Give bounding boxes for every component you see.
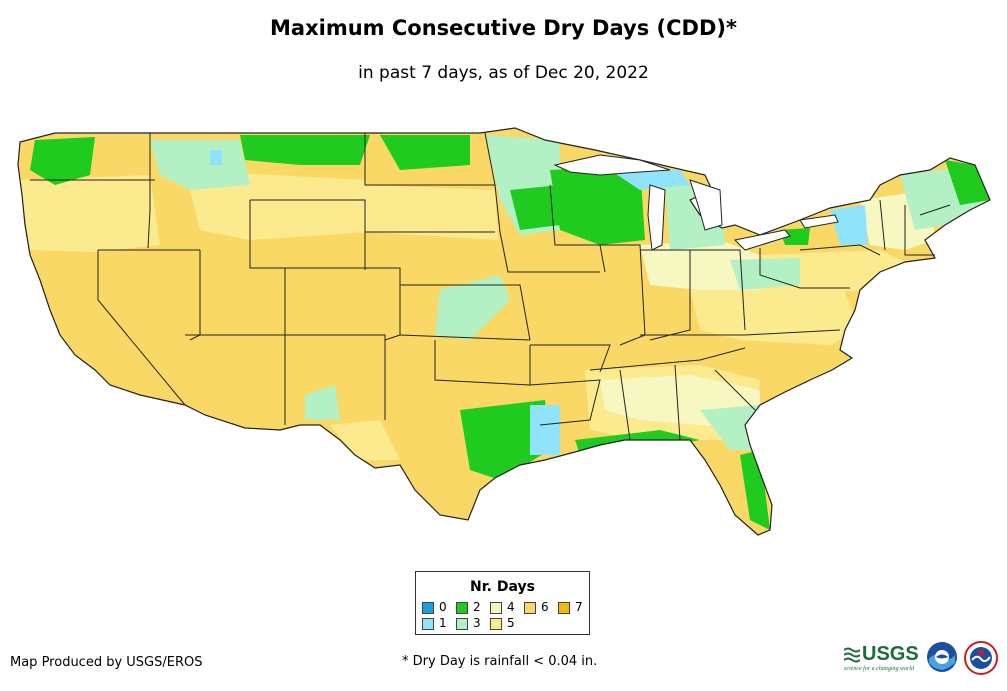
legend-label-0: 0 xyxy=(439,600,447,614)
region-2-wisconsin xyxy=(550,165,645,245)
region-2-minnesota xyxy=(510,185,560,230)
legend-swatch-6 xyxy=(524,602,536,614)
usgs-tagline: science for a changing world xyxy=(844,666,914,672)
legend-swatch-3 xyxy=(456,618,468,630)
legend-label-6: 6 xyxy=(541,600,549,614)
region-4-great-lakes xyxy=(640,240,760,290)
legend-swatch-5 xyxy=(490,618,502,630)
legend-swatch-4 xyxy=(490,602,502,614)
map-subtitle: in past 7 days, as of Dec 20, 2022 xyxy=(358,63,649,83)
nws-logo-icon xyxy=(964,641,998,675)
noaa-logo-icon xyxy=(927,642,957,672)
region-1-idaho xyxy=(210,150,222,165)
region-3-kansas xyxy=(435,275,510,340)
legend-label-7: 7 xyxy=(575,600,583,614)
state-boundaries xyxy=(17,127,991,536)
region-2-maine xyxy=(945,160,990,205)
lake-ontario xyxy=(799,214,839,229)
usgs-logo: USGS xyxy=(862,643,919,665)
lake-superior xyxy=(553,154,671,176)
region-1-michigan-up xyxy=(610,170,690,190)
region-2-northern-mn xyxy=(380,135,470,170)
lake-huron xyxy=(689,179,723,231)
legend-swatch-0 xyxy=(422,602,434,614)
region-5-ohio xyxy=(690,280,860,345)
legend-label-1: 1 xyxy=(439,616,447,630)
region-2-texas-gulf xyxy=(460,400,550,480)
lake-erie xyxy=(733,229,791,251)
lake-michigan xyxy=(647,184,666,251)
region-5-northern-plains xyxy=(185,170,370,240)
region-1-louisiana xyxy=(530,405,560,455)
legend-label-2: 2 xyxy=(473,600,481,614)
legend-swatch-1 xyxy=(422,618,434,630)
region-3-montana xyxy=(150,140,250,190)
dry-day-footnote: * Dry Day is rainfall < 0.04 in. xyxy=(402,654,598,669)
legend-swatch-7 xyxy=(558,602,570,614)
legend-title: Nr. Days xyxy=(470,579,535,595)
map-title: Maximum Consecutive Dry Days (CDD)* xyxy=(270,16,737,40)
region-5-dakotas xyxy=(365,185,498,240)
region-1-new-york xyxy=(830,205,868,245)
agency-logos: USGS science for a changing world xyxy=(840,637,1000,681)
great-lakes xyxy=(553,154,839,251)
region-2-montana xyxy=(240,135,370,165)
map-credit: Map Produced by USGS/EROS xyxy=(10,655,203,670)
legend-label-5: 5 xyxy=(507,616,515,630)
region-5-west-texas xyxy=(330,420,400,460)
legend-swatch-2 xyxy=(456,602,468,614)
legend: Nr. Days 0 1 2 3 4 5 6 7 xyxy=(415,571,590,635)
region-3-new-mexico xyxy=(305,385,340,420)
usgs-wave-icon xyxy=(844,647,860,663)
legend-label-4: 4 xyxy=(507,600,515,614)
region-2-washington xyxy=(30,137,95,185)
region-5-pacific-nw xyxy=(20,175,160,252)
region-3-southeast xyxy=(700,405,760,450)
legend-label-3: 3 xyxy=(473,616,481,630)
